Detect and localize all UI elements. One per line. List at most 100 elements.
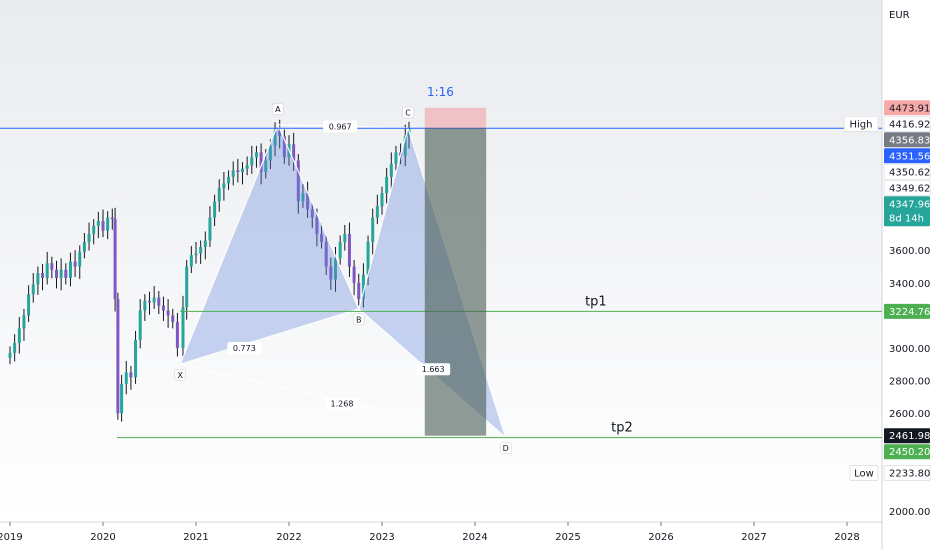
candle-body — [59, 269, 63, 278]
candle-body — [27, 294, 31, 316]
ratio-label: 0.773 — [233, 344, 256, 353]
candle-body — [157, 297, 161, 306]
time-axis-background — [0, 522, 882, 550]
price-badge — [883, 163, 931, 180]
candle-body — [329, 266, 333, 280]
rr-stop-zone — [424, 107, 487, 129]
x-tick-label: 2023 — [369, 532, 394, 543]
candle-body — [315, 217, 319, 234]
candle-body — [273, 131, 277, 146]
point-label-b: B — [356, 315, 362, 324]
candle-body — [116, 299, 120, 414]
x-tick-label: 2027 — [741, 532, 766, 543]
candle-body — [134, 339, 138, 378]
point-label-d: D — [503, 444, 509, 453]
candle-body — [36, 273, 40, 285]
candle-body — [41, 273, 45, 278]
candle-body — [96, 220, 100, 226]
candle-body — [143, 300, 147, 311]
candle-body — [161, 305, 165, 311]
candle-body — [129, 372, 133, 378]
candle-body — [217, 188, 221, 202]
candle-body — [152, 297, 156, 303]
candle-body — [106, 217, 110, 231]
ratio-label: 0.967 — [329, 122, 352, 131]
y-tick-label: 3000.00 — [889, 344, 930, 355]
price-badge-text: 2450.20 — [889, 447, 930, 458]
point-label-box-b — [352, 313, 365, 326]
candle-body — [380, 193, 384, 207]
candle-body — [82, 242, 86, 252]
candle-body — [31, 284, 35, 295]
candle-body — [181, 307, 185, 348]
candle-body — [87, 233, 91, 243]
price-badge — [884, 148, 930, 164]
x-tick-label: 2024 — [462, 532, 487, 543]
candle-body — [268, 145, 272, 161]
pattern-leg-xa — [179, 124, 279, 365]
candle-body — [366, 242, 370, 275]
point-label-box-c — [402, 106, 414, 119]
ratio-box — [325, 397, 360, 410]
candle-body — [385, 176, 389, 194]
candle-body — [241, 168, 244, 172]
candle-body — [78, 251, 82, 267]
candle-body — [13, 343, 17, 353]
candle-body — [259, 152, 263, 172]
candle-body — [231, 170, 235, 177]
price-badge-text: 4350.62 — [889, 167, 930, 178]
y-tick-label: 3400.00 — [889, 279, 930, 290]
price-badge-text: 3224.76 — [889, 307, 930, 318]
x-tick-label: 2022 — [276, 532, 301, 543]
price-badge — [883, 115, 931, 132]
candle-body — [22, 315, 26, 329]
candle-body — [148, 300, 151, 303]
price-tag-box — [849, 465, 879, 481]
candle-body — [92, 225, 96, 234]
candle-body — [185, 266, 189, 308]
candle-body — [282, 136, 286, 158]
candle-body — [301, 193, 305, 202]
price-badge-text: 4347.96 — [889, 199, 930, 210]
price-badge — [884, 303, 930, 319]
candle-body — [296, 160, 300, 202]
ratio-box — [323, 120, 358, 133]
pattern-leg-ab — [277, 124, 360, 310]
candle-body — [73, 261, 77, 267]
x-tick-label: 2019 — [0, 532, 23, 543]
candle-body — [175, 321, 179, 348]
candle-body — [357, 282, 361, 300]
candle-body — [227, 176, 231, 184]
rr-ratio-label: 1:16 — [427, 85, 454, 99]
price-badge — [884, 196, 930, 227]
price-badge-text: 2233.80 — [889, 468, 930, 479]
price-badge-text: 4473.91 — [889, 103, 930, 114]
candle-body — [203, 240, 207, 247]
price-tag-low: Low — [854, 468, 874, 479]
price-badge-text: 2461.98 — [889, 431, 930, 442]
candle-body — [394, 152, 398, 164]
ratio-box — [416, 363, 451, 376]
candle-body — [171, 315, 175, 322]
candle-body — [403, 136, 407, 156]
ratio-label: 1.663 — [422, 365, 445, 374]
candle-body — [347, 233, 351, 267]
pattern-xab-fill — [180, 124, 359, 365]
rr-target-zone — [424, 128, 487, 436]
ratio-box — [227, 342, 262, 354]
price-badge-text: 4351.56 — [889, 151, 930, 162]
candle-body — [55, 269, 58, 278]
candle-body — [361, 274, 365, 300]
x-tick-label: 2028 — [834, 532, 859, 543]
candle-body — [320, 233, 324, 243]
x-tick-label: 2020 — [90, 532, 115, 543]
candle-body — [324, 242, 328, 267]
candle-body — [45, 263, 49, 278]
y-tick-label: 2600.00 — [889, 409, 930, 420]
price-badge — [883, 465, 931, 481]
candle-body — [199, 246, 203, 254]
candle-body — [8, 352, 12, 358]
price-badge-text: 4416.92 — [889, 119, 930, 130]
ratio-label: 1.268 — [331, 399, 354, 408]
